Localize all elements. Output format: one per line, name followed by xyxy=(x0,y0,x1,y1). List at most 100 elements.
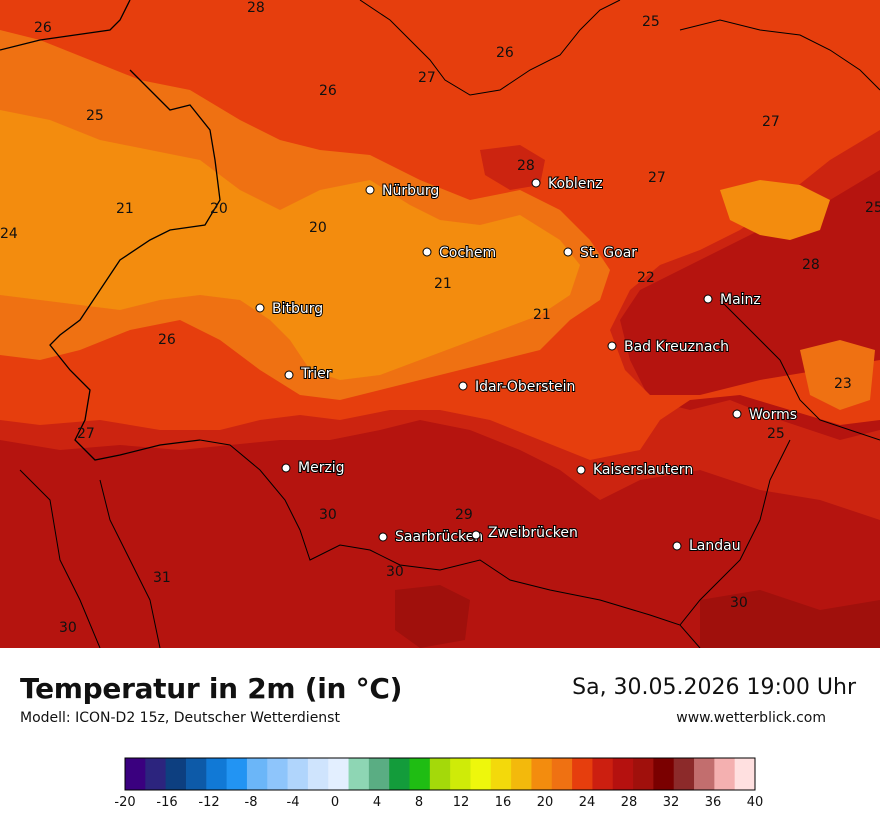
city-trier[interactable]: Trier xyxy=(284,365,333,383)
contour-label: 27 xyxy=(77,426,95,442)
legend-tick-label: 12 xyxy=(453,795,470,810)
legend-swatch xyxy=(125,758,146,790)
contour-label: 28 xyxy=(802,257,820,273)
legend-tick-label: 28 xyxy=(621,795,638,810)
contour-label: 21 xyxy=(533,307,551,323)
svg-text:Trier: Trier xyxy=(300,366,332,382)
city-worms[interactable]: Worms xyxy=(732,406,798,424)
city-idar-oberstein[interactable]: Idar-Oberstein xyxy=(458,378,576,396)
legend-swatches xyxy=(124,757,756,791)
legend-swatch xyxy=(592,758,614,790)
legend-tick-label: -16 xyxy=(156,795,177,810)
svg-text:Bitburg: Bitburg xyxy=(272,301,323,317)
legend-swatch xyxy=(185,758,207,790)
legend-swatch xyxy=(490,758,512,790)
contour-label: 28 xyxy=(517,158,535,174)
contour-label: 27 xyxy=(648,170,666,186)
contour-label: 20 xyxy=(210,201,228,217)
city-landau[interactable]: Landau xyxy=(672,537,742,555)
city-bitburg[interactable]: Bitburg xyxy=(255,300,324,318)
legend-swatch xyxy=(450,758,471,790)
legend-tick-label: 40 xyxy=(747,795,764,810)
legend-tick-label: 32 xyxy=(663,795,680,810)
contour-label: 22 xyxy=(637,270,655,286)
contour-label: 20 xyxy=(309,220,327,236)
legend-swatch xyxy=(246,758,268,790)
legend-tick-label: 20 xyxy=(537,795,554,810)
svg-text:Worms: Worms xyxy=(749,407,797,423)
country-borders xyxy=(0,0,221,461)
legend-tick-label: 36 xyxy=(705,795,722,810)
svg-text:Landau: Landau xyxy=(689,538,741,554)
contour-label: 30 xyxy=(386,564,404,580)
legend-swatch xyxy=(612,758,634,790)
legend-swatch xyxy=(531,758,553,790)
legend-swatch xyxy=(368,758,390,790)
contour-label: 29 xyxy=(455,507,473,523)
svg-text:Idar-Oberstein: Idar-Oberstein xyxy=(475,379,575,395)
legend-swatch xyxy=(206,758,228,790)
city-kaiserslautern[interactable]: Kaiserslautern xyxy=(576,461,694,479)
website-link[interactable]: www.wetterblick.com xyxy=(676,710,826,726)
svg-text:Zweibrücken: Zweibrücken xyxy=(488,525,578,541)
contour-label: 24 xyxy=(0,226,18,242)
contour-label: 26 xyxy=(319,83,337,99)
legend-swatch xyxy=(511,758,532,790)
contour-label: 25 xyxy=(767,426,785,442)
color-legend: -20 -16 -12 -8 -4 0 4 8 12 16 20 24 28 32 36 40 xyxy=(114,757,764,810)
contour-label: 28 xyxy=(247,0,265,16)
legend-swatch xyxy=(389,758,411,790)
city-nuerburg[interactable]: Nürburg xyxy=(365,182,440,200)
legend-swatch xyxy=(673,758,695,790)
legend-tick-label: -12 xyxy=(198,795,219,810)
temp-zone-21-23 xyxy=(0,110,580,380)
svg-text:Merzig: Merzig xyxy=(298,460,345,476)
contour-label: 23 xyxy=(834,376,852,392)
legend-swatch xyxy=(307,758,329,790)
city-cochem[interactable]: Cochem xyxy=(422,244,497,262)
city-saarbruecken[interactable]: Saarbrücken xyxy=(378,528,484,546)
legend-swatch xyxy=(551,758,573,790)
legend-tick-label: -20 xyxy=(114,795,135,810)
contour-label: 21 xyxy=(434,276,452,292)
contour-label: 30 xyxy=(59,620,77,636)
temp-patch xyxy=(395,585,470,648)
legend-swatch xyxy=(429,758,451,790)
legend-swatch xyxy=(267,758,289,790)
city-merzig[interactable]: Merzig xyxy=(281,459,346,477)
svg-text:St. Goar: St. Goar xyxy=(580,245,637,261)
legend-tick-label: 8 xyxy=(415,795,423,810)
svg-text:Saarbrücken: Saarbrücken xyxy=(395,529,483,545)
city-st-goar[interactable]: St. Goar xyxy=(563,244,638,262)
temp-patch xyxy=(720,180,830,240)
svg-text:Cochem: Cochem xyxy=(439,245,496,261)
temp-patch xyxy=(800,340,875,410)
city-mainz[interactable]: Mainz xyxy=(703,291,762,309)
legend-frame xyxy=(124,757,756,791)
map-title: Temperatur in 2m (in °C) xyxy=(20,672,403,705)
contour-label: 30 xyxy=(730,595,748,611)
contour-label: 25 xyxy=(865,200,880,216)
temperature-map: 28 26 25 26 27 26 25 28 27 27 24 21 20 2… xyxy=(0,0,880,648)
svg-text:Nürburg: Nürburg xyxy=(382,183,439,199)
contour-label: 25 xyxy=(86,108,104,124)
legend-swatch xyxy=(165,758,187,790)
city-koblenz[interactable]: Koblenz xyxy=(531,175,604,193)
legend-swatch xyxy=(470,758,492,790)
legend-swatch xyxy=(572,758,593,790)
contour-label: 30 xyxy=(319,507,337,523)
legend-swatch xyxy=(734,758,756,790)
legend-swatch xyxy=(714,758,736,790)
contour-label: 31 xyxy=(153,570,171,586)
svg-text:Kaiserslautern: Kaiserslautern xyxy=(593,462,693,478)
temp-patch xyxy=(700,590,880,648)
forecast-datetime: Sa, 30.05.2026 19:00 Uhr xyxy=(572,675,856,700)
city-bad-kreuznach[interactable]: Bad Kreuznach xyxy=(607,338,730,356)
legend-swatch xyxy=(348,758,370,790)
city-markers: Nürburg Koblenz Cochem St. Goar Mainz Bi… xyxy=(255,175,798,555)
svg-text:Bad Kreuznach: Bad Kreuznach xyxy=(624,339,729,355)
state-borders xyxy=(19,0,880,648)
legend-swatch xyxy=(287,758,309,790)
legend-tick-label: 0 xyxy=(331,795,339,810)
city-zweibruecken[interactable]: Zweibrücken xyxy=(471,524,579,542)
